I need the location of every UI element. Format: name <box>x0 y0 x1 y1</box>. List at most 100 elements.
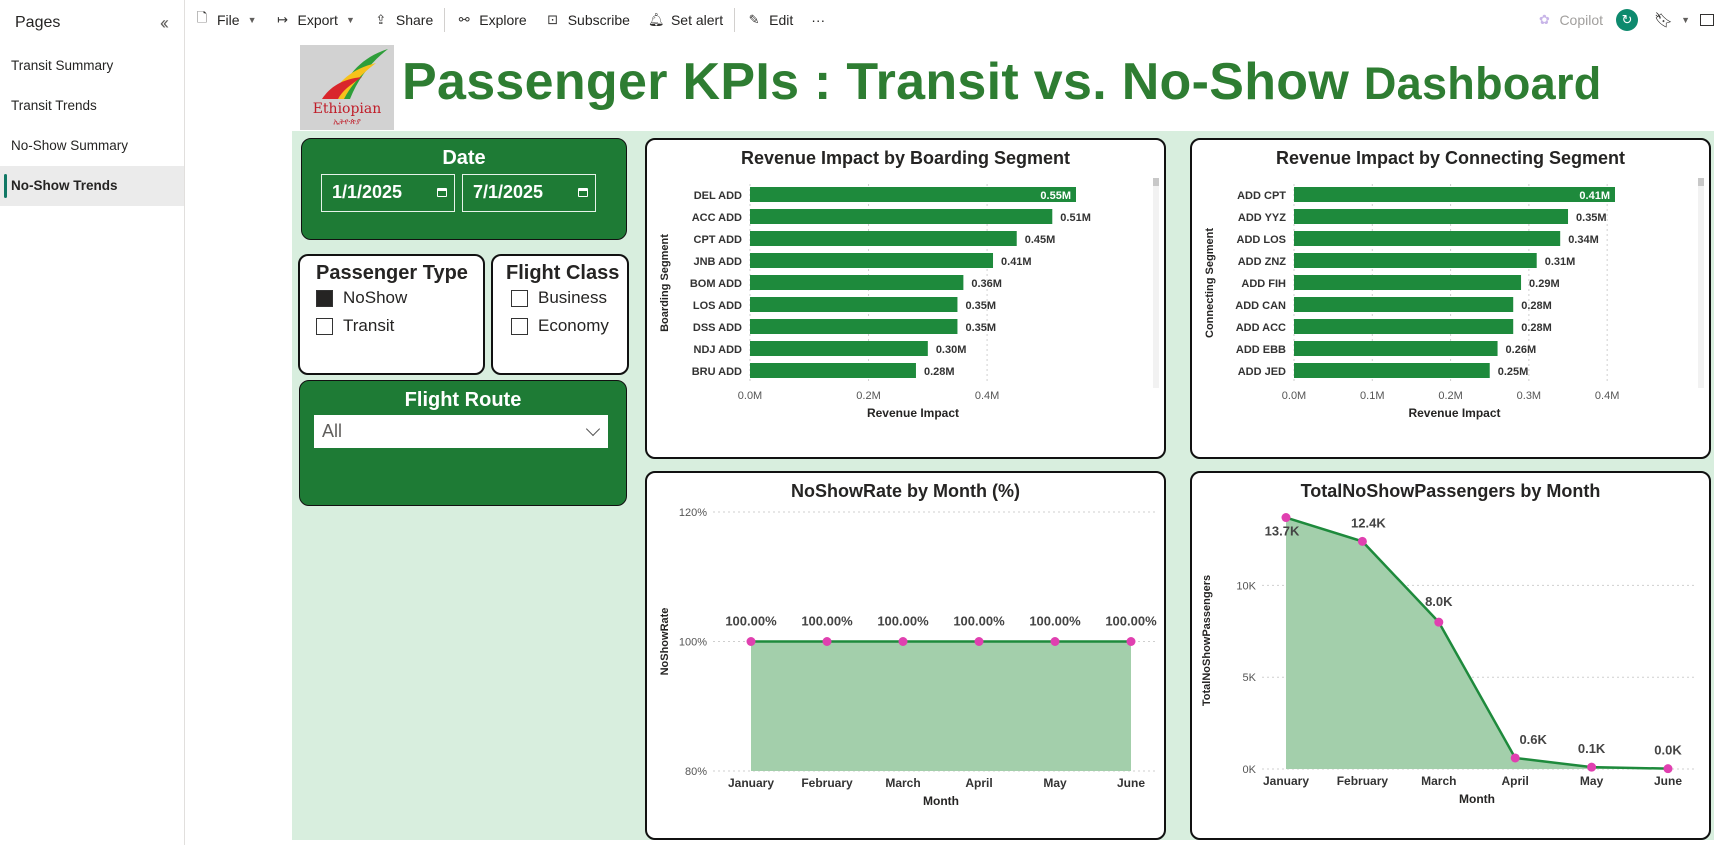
y-tick-label: 120% <box>679 507 707 519</box>
view-icon <box>1700 14 1714 26</box>
data-label: 13.7K <box>1265 524 1300 539</box>
data-label: 0.31M <box>1545 256 1576 268</box>
page-item-transit-trends[interactable]: Transit Trends <box>11 98 97 113</box>
share-button[interactable]: ⇪ Share <box>364 4 442 36</box>
calendar-icon[interactable] <box>578 188 588 197</box>
checkbox-icon[interactable] <box>316 317 333 335</box>
bookmark-button[interactable]: 🔖︎ ▼ <box>1648 4 1696 36</box>
bar <box>750 319 958 334</box>
calendar-icon[interactable] <box>437 188 447 197</box>
category-label: ADD CPT <box>1237 190 1286 202</box>
chart-title: NoShowRate by Month (%) <box>791 481 1020 501</box>
category-label: BOM ADD <box>690 278 742 290</box>
x-tick-label: 0.4M <box>975 390 999 402</box>
chevron-down-icon: ▼ <box>247 15 257 25</box>
data-label: 0.29M <box>1529 278 1560 290</box>
double-chevron-left-icon[interactable]: ‹‹ <box>160 12 169 33</box>
scrollbar-track <box>1153 178 1159 388</box>
subscribe-button[interactable]: ⊡ Subscribe <box>536 4 639 36</box>
option-transit[interactable]: Transit <box>316 316 394 336</box>
export-button[interactable]: ↦ Export ▼ <box>265 4 363 36</box>
data-point <box>1281 513 1291 523</box>
flight-route-title: Flight Route <box>404 389 522 411</box>
option-noshow[interactable]: NoShow <box>316 288 407 308</box>
bar <box>750 297 958 312</box>
binoculars-icon: ⚯ <box>458 12 470 27</box>
toolbar: 🗋 File ▼ ↦ Export ▼ ⇪ Share ⚯ Explore ⊡ … <box>185 0 1714 40</box>
file-button[interactable]: 🗋 File ▼ <box>185 4 265 36</box>
category-label: ADD CAN <box>1235 300 1286 312</box>
page-item-transit-summary[interactable]: Transit Summary <box>11 58 114 73</box>
data-label: 0.35M <box>1576 212 1607 224</box>
noshow-passengers-area-chart: 0K 5K 10K 13.7K January 12.4K February 8.0K Marc… <box>1201 513 1694 806</box>
data-label: 0.28M <box>924 366 955 378</box>
reset-icon[interactable]: ↻ <box>1616 9 1639 31</box>
y-tick-label: 0K <box>1243 764 1257 776</box>
flight-route-slicer: Flight Route All <box>299 380 627 506</box>
category-label: ADD FIH <box>1241 278 1286 290</box>
data-label: 0.25M <box>1498 366 1529 378</box>
data-label: 100.00% <box>953 614 1005 629</box>
end-date-input[interactable]: 7/1/2025 <box>462 174 596 212</box>
chevron-down-icon <box>585 421 601 437</box>
view-button[interactable] <box>1696 4 1714 36</box>
copilot-button[interactable]: ✿ Copilot <box>1527 4 1612 36</box>
data-label: 100.00% <box>725 614 777 629</box>
series-line <box>1285 516 1669 770</box>
passenger-type-slicer: Passenger Type NoShow Transit <box>298 254 485 375</box>
checkbox-checked-icon[interactable] <box>316 289 333 307</box>
bar <box>750 363 916 378</box>
flight-class-slicer: Flight Class Business Economy <box>491 254 629 375</box>
category-label: ADD ACC <box>1236 322 1286 334</box>
flight-route-dropdown[interactable]: All <box>314 415 608 448</box>
option-business[interactable]: Business <box>511 288 607 308</box>
category-label: ADD LOS <box>1237 234 1287 246</box>
title-banner: Ethiopian ኢትዮጵያ Passenger KPIs : Transit… <box>292 40 1714 131</box>
edit-button[interactable]: ✎ Edit <box>737 4 802 36</box>
x-tick-label: 0.3M <box>1517 390 1541 402</box>
report-title-tail: Dashboard <box>1363 58 1602 109</box>
subscribe-label: Subscribe <box>567 12 630 28</box>
scrollbar-track <box>1698 178 1704 388</box>
x-tick-label: 0.2M <box>856 390 880 402</box>
data-label: 0.30M <box>936 344 967 356</box>
report-title-main: Passenger KPIs : Transit vs. No-Show <box>402 53 1350 111</box>
subscribe-icon: ⊡ <box>547 12 559 27</box>
x-axis-label: Revenue Impact <box>867 406 959 420</box>
page-item-no-show-trends[interactable]: No-Show Trends <box>0 166 184 206</box>
data-label: 0.1K <box>1578 741 1606 756</box>
passenger-type-title: Passenger Type <box>316 262 468 284</box>
explore-button[interactable]: ⚯ Explore <box>447 4 535 36</box>
data-point <box>1357 536 1367 546</box>
checkbox-icon[interactable] <box>511 317 528 335</box>
more-options-button[interactable]: ··· <box>802 4 834 36</box>
data-label: 0.36M <box>971 278 1002 290</box>
report-canvas: Ethiopian ኢትዮጵያ Passenger KPIs : Transit… <box>292 40 1714 840</box>
area-fill <box>1286 517 1668 769</box>
data-label: 0.6K <box>1519 732 1547 747</box>
category-label: DEL ADD <box>694 190 742 202</box>
data-point <box>746 637 756 646</box>
data-point <box>1587 762 1597 772</box>
edit-label: Edit <box>769 12 794 28</box>
page-item-no-show-summary[interactable]: No-Show Summary <box>11 138 129 153</box>
data-label: 0.51M <box>1060 212 1091 224</box>
start-date-input[interactable]: 1/1/2025 <box>321 174 455 212</box>
copilot-icon: ✿ <box>1538 12 1550 27</box>
area-fill <box>751 641 1131 771</box>
x-tick-label: April <box>1502 774 1529 788</box>
category-label: CPT ADD <box>694 234 743 246</box>
x-axis-label: Revenue Impact <box>1408 406 1500 420</box>
x-tick-label: May <box>1043 776 1067 790</box>
data-label: 100.00% <box>801 614 853 629</box>
y-axis-label: Connecting Segment <box>1204 228 1216 338</box>
data-point <box>974 637 984 646</box>
checkbox-icon[interactable] <box>511 289 528 307</box>
data-label: 0.26M <box>1506 344 1537 356</box>
noshow-passengers-chart-card: TotalNoShowPassengers by Month 0K 5K 10K 13… <box>1190 471 1711 840</box>
data-label: 0.34M <box>1568 234 1599 246</box>
chevron-down-icon: ▼ <box>345 15 355 25</box>
option-economy[interactable]: Economy <box>511 316 609 336</box>
set-alert-button[interactable]: 🔔︎ Set alert <box>639 4 732 36</box>
bar <box>750 209 1053 224</box>
